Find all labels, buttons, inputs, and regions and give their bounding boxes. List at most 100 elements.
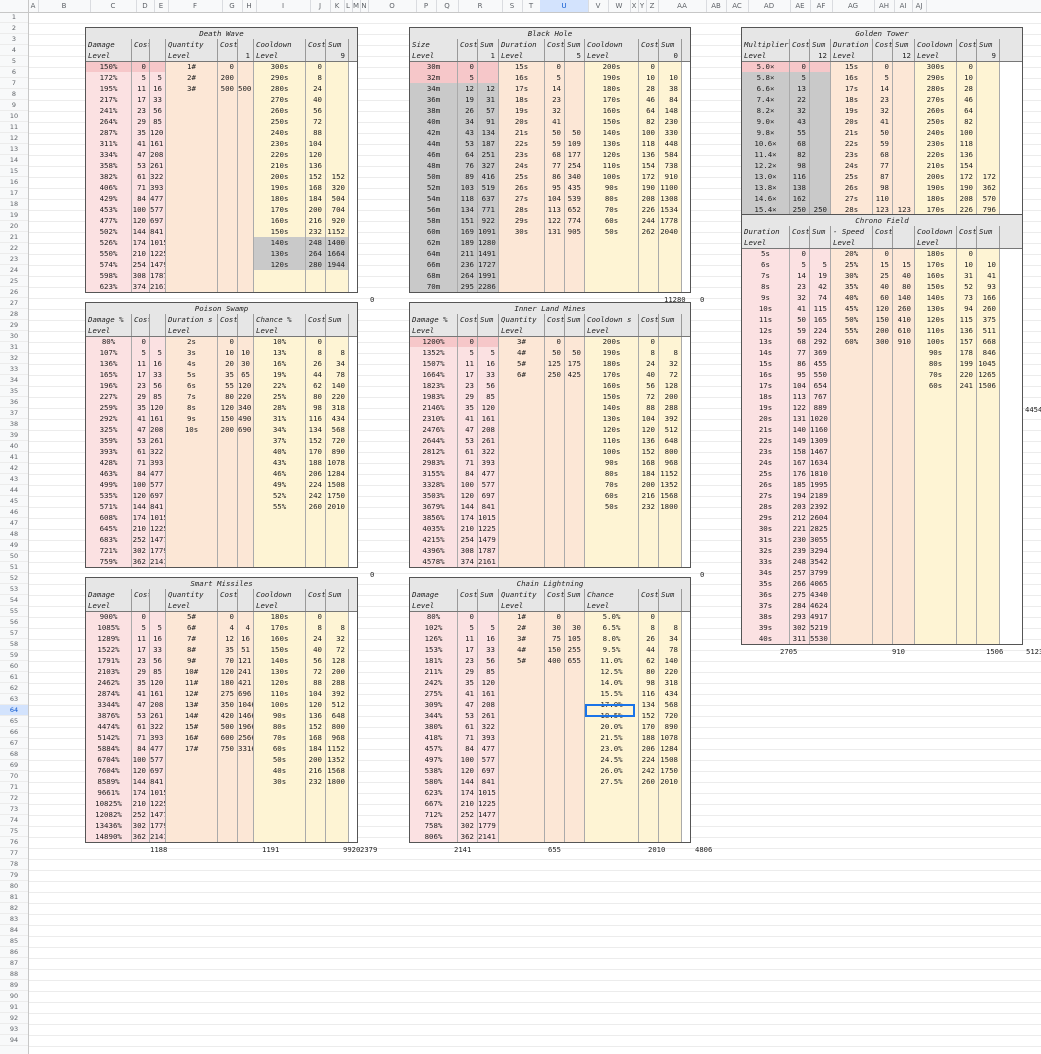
level-value[interactable] bbox=[238, 325, 254, 336]
level-label[interactable]: Level bbox=[742, 50, 790, 61]
data-cell[interactable]: 50 bbox=[572, 348, 581, 357]
data-cell[interactable]: 2# bbox=[187, 73, 196, 82]
data-cell[interactable]: 264 bbox=[306, 248, 325, 259]
data-cell[interactable]: 1534 bbox=[660, 205, 678, 214]
column-header-cell[interactable]: Cooldown bbox=[585, 39, 639, 50]
data-cell[interactable]: 1352 bbox=[327, 755, 345, 764]
column-header-x[interactable]: X bbox=[630, 0, 639, 12]
column-header-cell[interactable]: Damage bbox=[410, 589, 458, 600]
data-cell[interactable]: 242% bbox=[424, 678, 443, 687]
data-cell[interactable]: 1664 bbox=[326, 248, 348, 259]
data-cell[interactable]: 0 bbox=[317, 337, 322, 346]
data-cell[interactable]: 21s bbox=[758, 425, 773, 434]
data-cell[interactable]: 80s bbox=[272, 722, 287, 731]
data-cell[interactable]: 116 bbox=[308, 414, 322, 423]
row-header-48[interactable]: 48 bbox=[0, 529, 28, 540]
data-cell[interactable] bbox=[810, 248, 830, 259]
row-header-33[interactable]: 33 bbox=[0, 364, 28, 375]
data-cell[interactable]: 100 bbox=[132, 755, 146, 764]
data-cell[interactable]: 270s bbox=[926, 95, 945, 104]
data-cell[interactable]: 14 bbox=[880, 84, 889, 93]
data-cell[interactable]: 254 bbox=[460, 535, 474, 544]
data-cell[interactable]: 131 bbox=[547, 227, 561, 236]
data-cell[interactable]: 60s bbox=[604, 491, 619, 500]
column-header-ag[interactable]: AG bbox=[832, 0, 875, 12]
data-cell[interactable]: 1664% bbox=[422, 370, 445, 379]
data-cell[interactable]: 170s bbox=[602, 370, 621, 379]
data-cell[interactable]: 750 bbox=[220, 744, 234, 753]
level-value[interactable] bbox=[957, 50, 977, 61]
data-cell[interactable]: 187 bbox=[478, 138, 498, 149]
data-cell[interactable]: 1225 bbox=[150, 799, 165, 808]
row-header-93[interactable]: 93 bbox=[0, 1024, 28, 1035]
data-cell[interactable]: 393% bbox=[99, 447, 118, 456]
data-cell[interactable]: 80 bbox=[225, 392, 234, 401]
data-cell[interactable]: 14.0% bbox=[600, 678, 623, 687]
data-cell[interactable]: 98 bbox=[790, 160, 809, 171]
data-cell[interactable]: 190s bbox=[602, 348, 621, 357]
data-cell[interactable]: 10 bbox=[964, 73, 973, 82]
data-cell[interactable]: 2874% bbox=[97, 689, 120, 698]
data-cell[interactable]: 80 bbox=[646, 667, 655, 676]
level-value[interactable] bbox=[659, 600, 682, 611]
column-header-cell[interactable]: Sum bbox=[659, 314, 682, 325]
data-cell[interactable]: 362 bbox=[982, 183, 996, 192]
data-cell[interactable]: 697 bbox=[150, 766, 164, 775]
level-label[interactable]: Level bbox=[410, 600, 458, 611]
data-cell[interactable]: 75 bbox=[552, 634, 561, 643]
data-cell[interactable]: 264% bbox=[99, 117, 118, 126]
row-header-18[interactable]: 18 bbox=[0, 199, 28, 210]
level-label[interactable]: Level bbox=[86, 50, 132, 61]
row-header-76[interactable]: 76 bbox=[0, 837, 28, 848]
data-cell[interactable]: 167 bbox=[792, 458, 806, 467]
column-header-cell[interactable]: - Speed bbox=[831, 226, 873, 237]
data-cell[interactable]: 0 bbox=[141, 337, 146, 346]
row-header-84[interactable]: 84 bbox=[0, 925, 28, 936]
data-cell[interactable]: 539 bbox=[567, 194, 581, 203]
level-value[interactable]: 9 bbox=[326, 50, 349, 61]
data-cell[interactable]: 47 bbox=[465, 700, 474, 709]
data-cell[interactable]: 623% bbox=[99, 282, 118, 291]
row-header-94[interactable]: 94 bbox=[0, 1035, 28, 1046]
data-cell[interactable]: 8 bbox=[340, 623, 345, 632]
column-header-cell[interactable]: Cost bbox=[959, 39, 977, 50]
data-cell[interactable]: 200 bbox=[664, 392, 678, 401]
data-cell[interactable]: 8.2× bbox=[742, 105, 789, 116]
data-cell[interactable]: 140s bbox=[926, 293, 945, 302]
footer-total[interactable]: 4806 bbox=[695, 845, 713, 854]
column-header-e[interactable]: E bbox=[154, 0, 169, 12]
data-cell[interactable]: 320 bbox=[331, 183, 345, 192]
data-cell[interactable]: 382% bbox=[99, 172, 118, 181]
data-cell[interactable]: 190 bbox=[641, 183, 655, 192]
data-cell[interactable]: 1289% bbox=[97, 634, 120, 643]
column-header-cell[interactable]: Damage bbox=[86, 589, 132, 600]
data-cell[interactable]: 5# bbox=[517, 359, 526, 368]
data-cell[interactable]: 57 bbox=[478, 105, 498, 116]
data-cell[interactable]: 180s bbox=[270, 194, 289, 203]
data-cell[interactable]: 5.0% bbox=[602, 612, 621, 621]
data-cell[interactable]: 140 bbox=[664, 656, 678, 665]
data-cell[interactable]: 211 bbox=[458, 248, 477, 259]
data-cell[interactable]: 6# bbox=[517, 370, 526, 379]
data-cell[interactable]: 11 bbox=[137, 634, 146, 643]
data-cell[interactable]: 420 bbox=[220, 711, 234, 720]
data-cell[interactable]: 3856% bbox=[422, 513, 445, 522]
data-cell[interactable]: 260s bbox=[270, 106, 289, 115]
data-cell[interactable] bbox=[326, 149, 348, 160]
data-cell[interactable]: 240s bbox=[270, 128, 289, 137]
data-cell[interactable]: 1779 bbox=[478, 821, 496, 830]
select-all-corner[interactable] bbox=[0, 0, 29, 13]
data-cell[interactable]: 220 bbox=[664, 667, 678, 676]
data-cell[interactable]: 254 bbox=[132, 260, 146, 269]
data-cell[interactable]: 172 bbox=[982, 172, 996, 181]
data-cell[interactable]: 105 bbox=[567, 634, 581, 643]
data-cell[interactable]: 8# bbox=[187, 645, 196, 654]
data-cell[interactable]: 200 bbox=[220, 73, 234, 82]
data-cell[interactable]: 84 bbox=[137, 469, 146, 478]
data-cell[interactable]: 24 bbox=[313, 84, 322, 93]
data-cell[interactable]: 17 bbox=[465, 370, 474, 379]
data-cell[interactable]: 172 bbox=[959, 172, 973, 181]
data-cell[interactable]: 110s bbox=[602, 161, 621, 170]
data-cell[interactable]: 24.5% bbox=[600, 755, 623, 764]
data-cell[interactable]: 767 bbox=[813, 392, 827, 401]
